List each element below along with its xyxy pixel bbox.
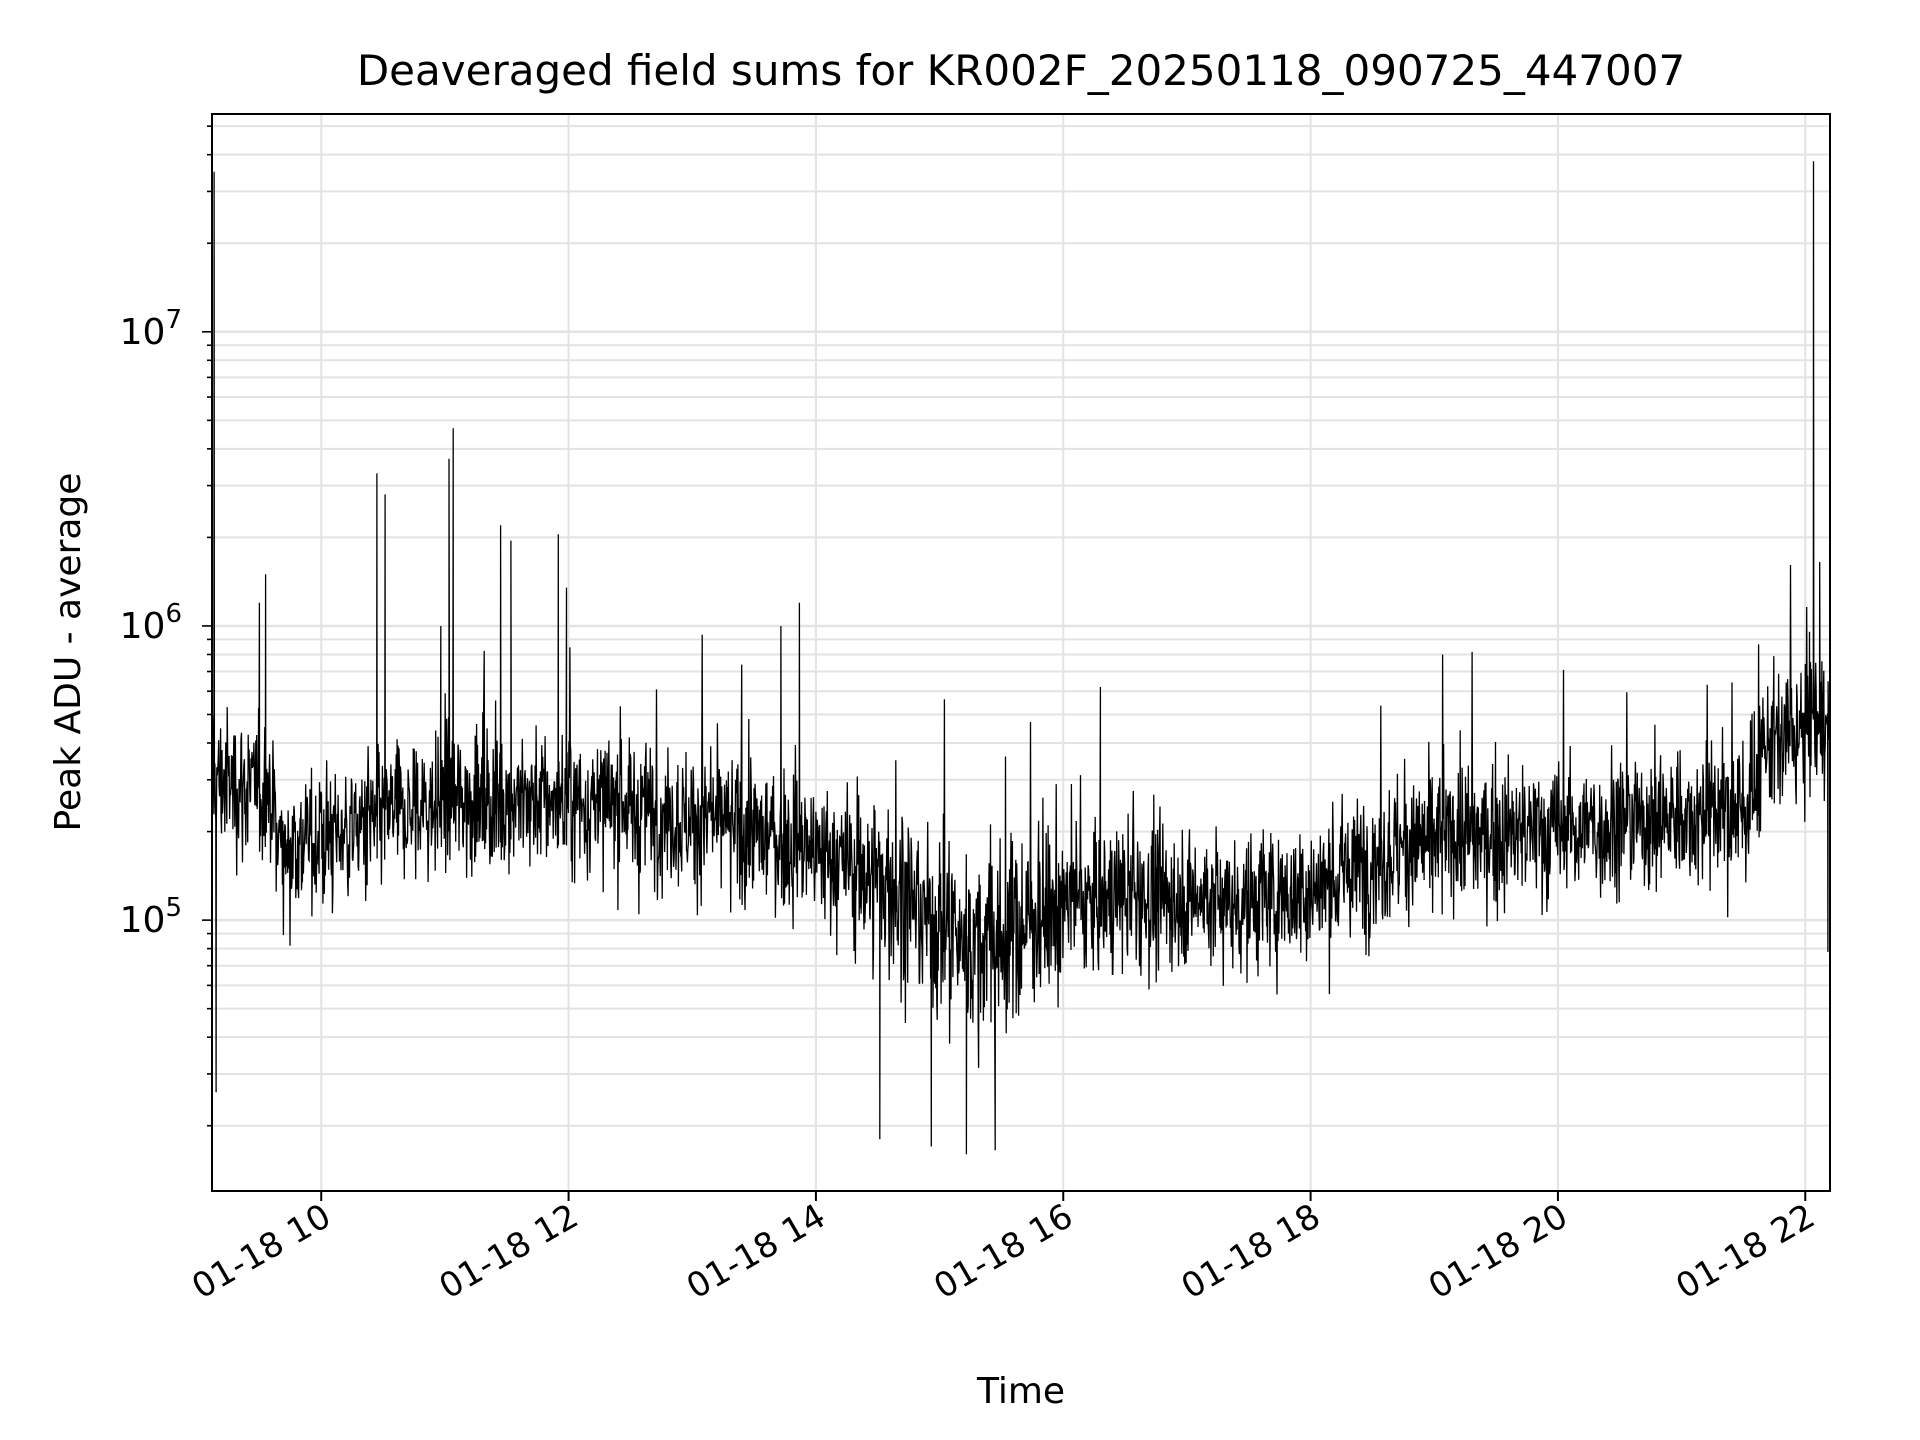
- x-axis-label: Time: [976, 1371, 1065, 1412]
- y-axis-label: Peak ADU - average: [48, 473, 89, 832]
- series-trace: [211, 161, 1831, 1155]
- series-line: [211, 161, 1831, 1155]
- x-gridlines: [320, 114, 1807, 1191]
- chart-title: Deaveraged field sums for KR002F_2025011…: [357, 46, 1685, 95]
- plot-frame: [211, 113, 1831, 1192]
- y-gridlines: [212, 125, 1830, 1127]
